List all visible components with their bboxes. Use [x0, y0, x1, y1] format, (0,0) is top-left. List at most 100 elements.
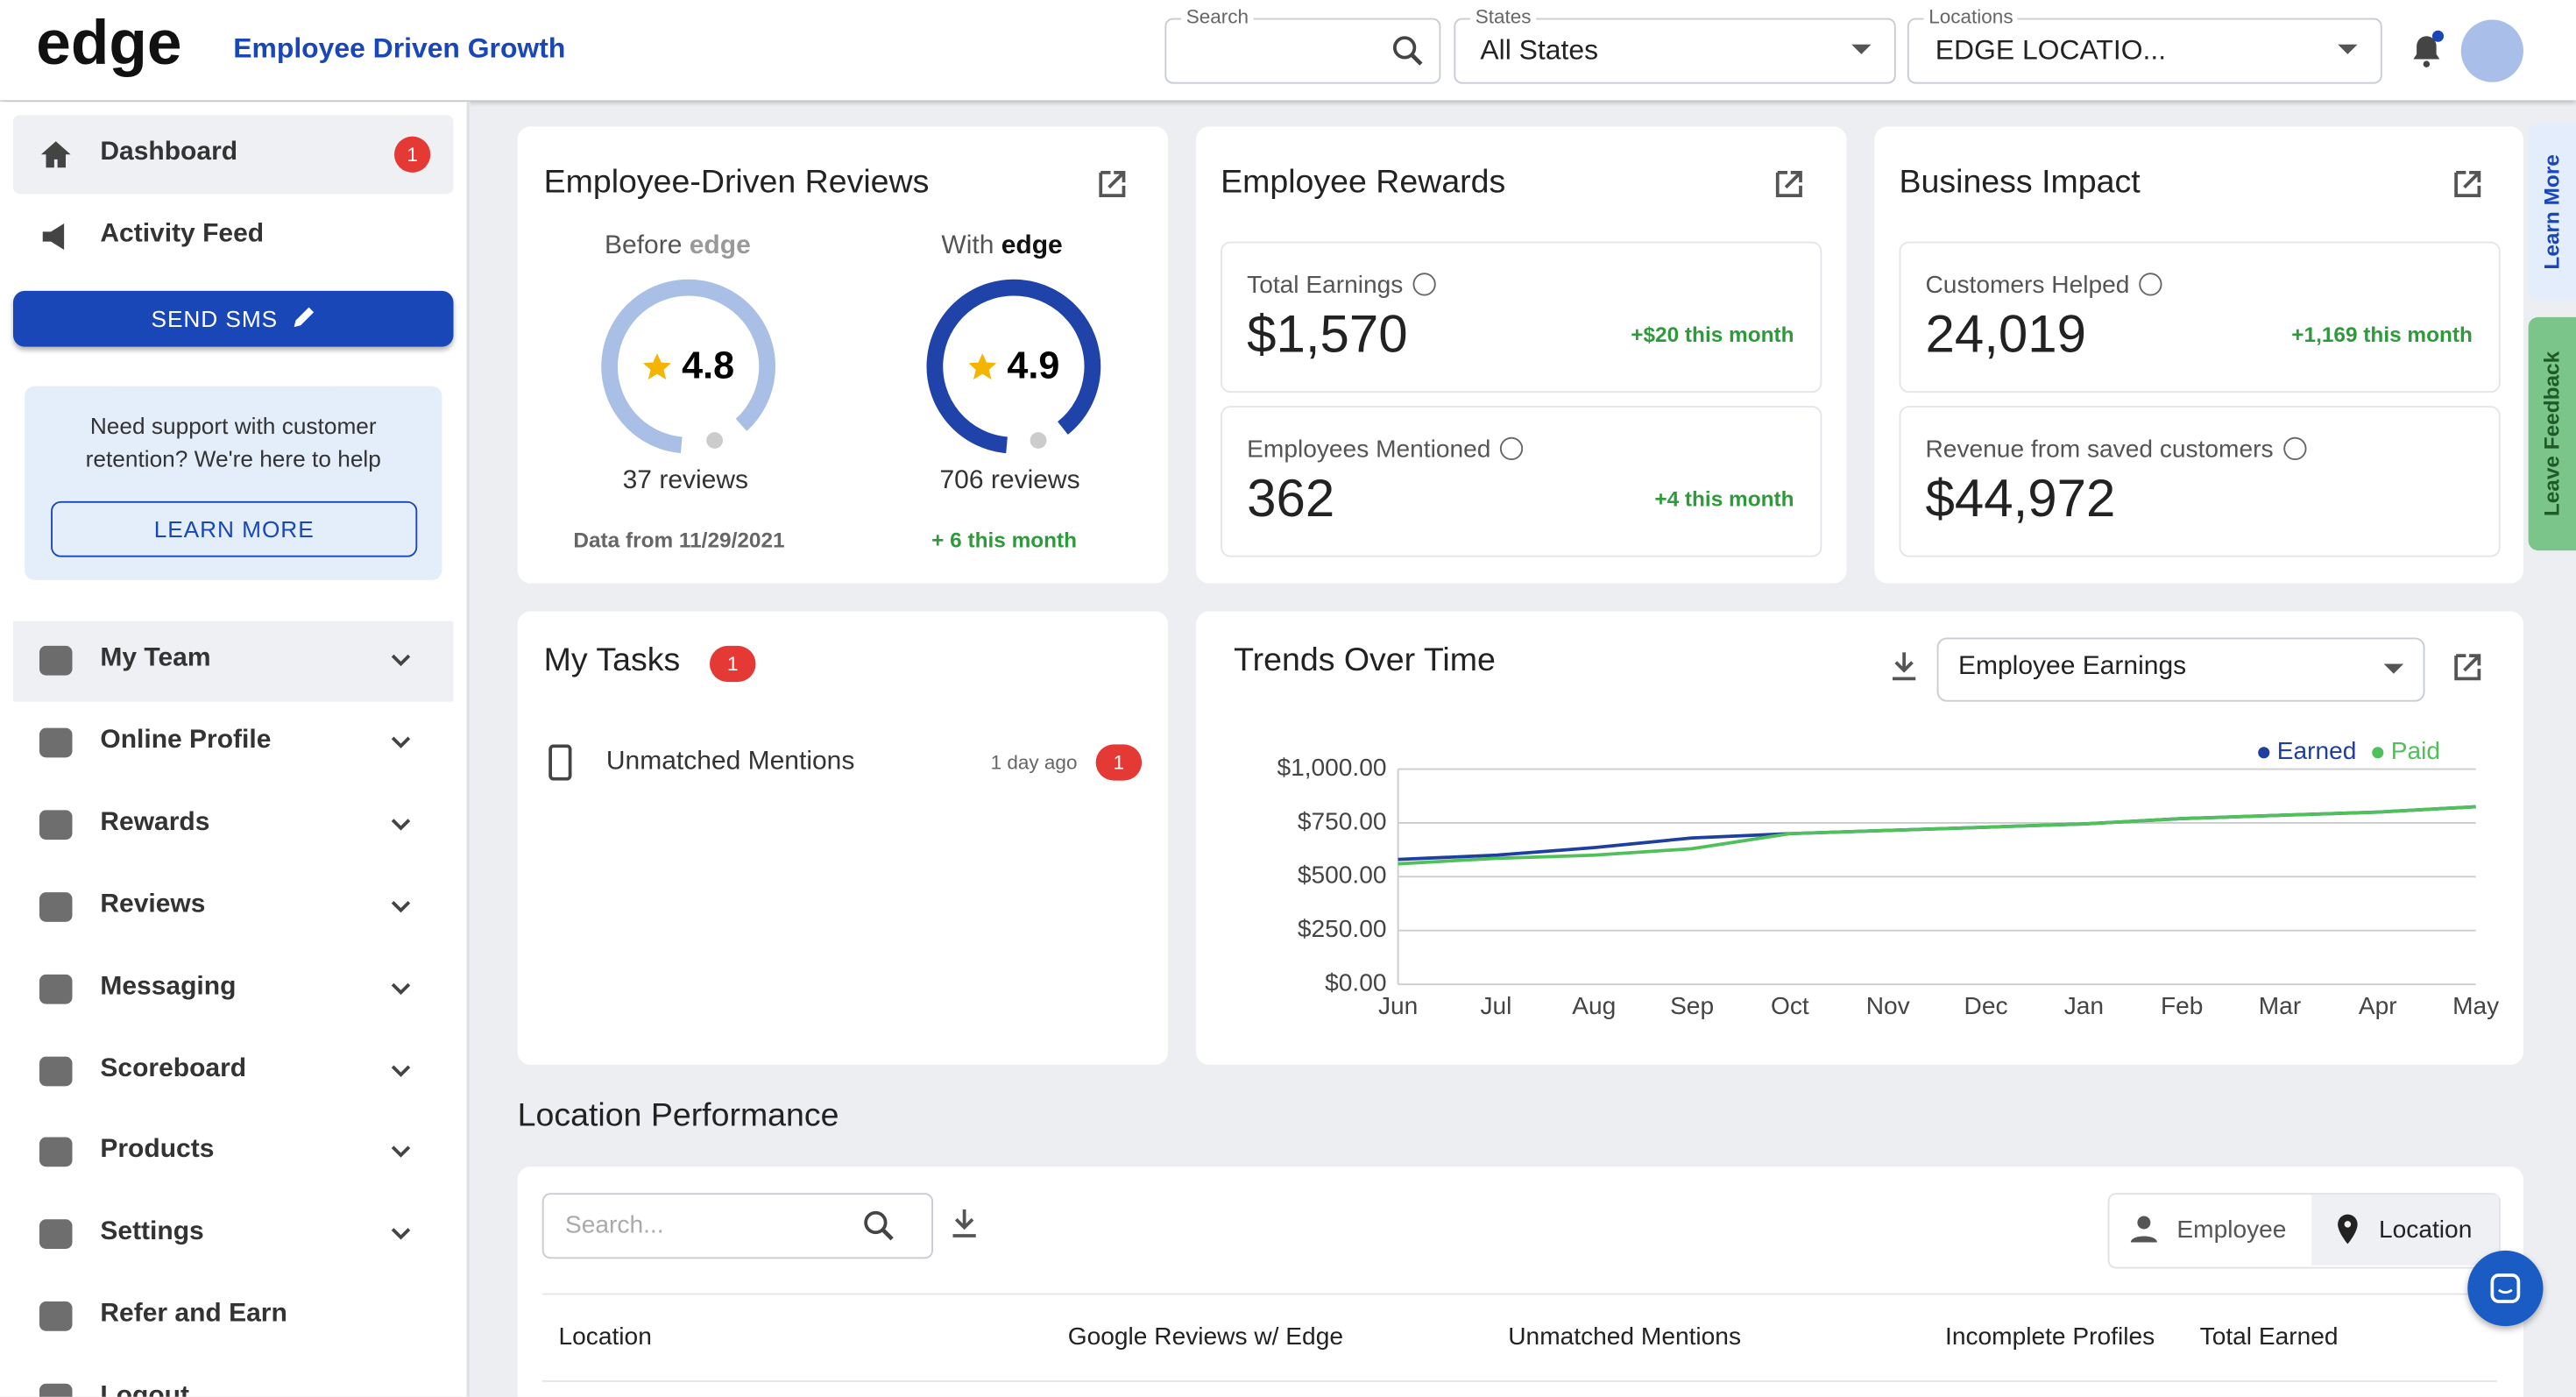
- label: Before: [605, 231, 683, 260]
- toggle-label[interactable]: Employee: [2176, 1216, 2287, 1245]
- open-icon[interactable]: [2452, 167, 2485, 201]
- x-tick-label: Nov: [1866, 992, 1910, 1019]
- nav-label[interactable]: Products: [100, 1136, 215, 1165]
- nav-label[interactable]: Rewards: [100, 808, 210, 836]
- download-icon[interactable]: [1889, 651, 1919, 684]
- stat-delta: +1,169 this month: [2291, 322, 2473, 347]
- star: [643, 353, 671, 380]
- nav-label[interactable]: Logout: [100, 1382, 190, 1397]
- info-icon[interactable]: [2139, 273, 2162, 296]
- nav-label[interactable]: Reviews: [100, 890, 206, 918]
- legend-dot: [2372, 747, 2384, 759]
- y-tick-label: $250.00: [1298, 915, 1387, 942]
- stat-label: Revenue from saved customers: [1925, 435, 2274, 464]
- section-title: Location Performance: [517, 1097, 839, 1134]
- info-icon[interactable]: [1500, 436, 1524, 460]
- column-header[interactable]: Location: [558, 1323, 652, 1351]
- legend-dot: [2258, 747, 2270, 759]
- stat-value: 24,019: [1925, 303, 2087, 364]
- select-value: All States: [1480, 34, 1599, 66]
- send-sms-button[interactable]: [13, 290, 454, 347]
- feedback-tab[interactable]: [2528, 316, 2576, 551]
- chevron[interactable]: [391, 1064, 411, 1077]
- stat-label-row: Customers Helped: [1926, 271, 2162, 299]
- divider: [541, 1380, 2497, 1382]
- chevron[interactable]: [391, 654, 411, 667]
- metric-select[interactable]: [1936, 637, 2425, 702]
- x-tick-label: Sep: [1670, 992, 1714, 1019]
- locations-select[interactable]: [1907, 18, 2382, 84]
- chevron[interactable]: [391, 1146, 411, 1159]
- nav-icon: [39, 1301, 73, 1332]
- chevron[interactable]: [391, 900, 411, 913]
- stat-delta: +$20 this month: [1631, 322, 1794, 347]
- y-tick-label: $750.00: [1298, 807, 1387, 834]
- pin-icon: [2338, 1214, 2358, 1245]
- avatar[interactable]: [2460, 19, 2523, 82]
- dropdown-arrow: [2383, 663, 2404, 674]
- nav-label[interactable]: Online Profile: [100, 726, 272, 755]
- chevron[interactable]: [391, 982, 411, 995]
- download-icon[interactable]: [950, 1208, 980, 1241]
- x-tick-label: Jul: [1480, 992, 1511, 1019]
- nav-label[interactable]: Dashboard: [100, 138, 238, 167]
- nav-icon: [39, 891, 73, 922]
- toggle-label[interactable]: Location: [2379, 1216, 2473, 1245]
- learn-more-tab[interactable]: [2528, 123, 2576, 301]
- chevron[interactable]: [391, 818, 411, 831]
- nav-icon: [39, 1383, 73, 1397]
- series-line: [1398, 805, 2476, 866]
- nav-icon: [39, 809, 73, 840]
- task-label[interactable]: Unmatched Mentions: [605, 748, 855, 776]
- brand: edge: [1001, 231, 1063, 260]
- open-icon[interactable]: [1096, 167, 1129, 201]
- x-tick-label: Aug: [1572, 992, 1616, 1019]
- home-icon: [40, 141, 71, 168]
- column-header[interactable]: Incomplete Profiles: [1945, 1323, 2155, 1351]
- nav-icon: [39, 974, 73, 1003]
- megaphone-icon: [42, 223, 65, 250]
- stat-label: Customers Helped: [1925, 271, 2130, 300]
- nav-label[interactable]: Messaging: [100, 972, 237, 1001]
- gauge-label: Before edge: [605, 231, 751, 261]
- placeholder: Search...: [565, 1210, 664, 1239]
- y-tick-label: $1,000.00: [1277, 754, 1386, 781]
- stat-value: $1,570: [1247, 303, 1408, 364]
- learn-more-button[interactable]: LEARN MORE: [51, 500, 418, 557]
- info-icon[interactable]: [1412, 273, 1436, 296]
- search-icon[interactable]: [1390, 33, 1426, 69]
- nav-label[interactable]: Activity Feed: [100, 220, 265, 249]
- field-label: Locations: [1923, 4, 2019, 28]
- note: + 6 this month: [931, 527, 1078, 552]
- column-header[interactable]: Google Reviews w/ Edge: [1067, 1323, 1343, 1351]
- button-label: SEND SMS: [151, 305, 279, 332]
- nav-label[interactable]: Settings: [100, 1217, 204, 1246]
- info-icon[interactable]: [2282, 436, 2307, 460]
- nav-icon: [39, 645, 73, 676]
- nav-label[interactable]: My Team: [100, 644, 211, 672]
- chevron[interactable]: [391, 1228, 411, 1241]
- tab-label: Learn More: [2538, 154, 2564, 270]
- x-tick-label: Jan: [2064, 992, 2104, 1019]
- states-select[interactable]: [1454, 18, 1896, 84]
- chevron[interactable]: [391, 736, 411, 749]
- open-icon[interactable]: [2452, 651, 2485, 684]
- nav-label[interactable]: Refer and Earn: [100, 1300, 287, 1329]
- open-icon[interactable]: [1773, 167, 1806, 201]
- stat-label-row: Employees Mentioned: [1247, 436, 1524, 464]
- bell-icon[interactable]: [2407, 30, 2446, 69]
- stat-label-row: Revenue from saved customers: [1926, 436, 2307, 464]
- nav-label[interactable]: Scoreboard: [100, 1053, 247, 1082]
- gauges: 4.8 4.9: [601, 279, 1101, 454]
- stat-box: [1899, 406, 2501, 557]
- chat-button[interactable]: [2467, 1250, 2544, 1327]
- x-tick-label: Oct: [1771, 992, 1809, 1019]
- label: With: [941, 231, 994, 260]
- search-icon[interactable]: [861, 1208, 897, 1244]
- nav-item-active[interactable]: [13, 115, 454, 195]
- column-header[interactable]: Total Earned: [2199, 1323, 2339, 1351]
- column-header[interactable]: Unmatched Mentions: [1508, 1323, 1742, 1351]
- logo[interactable]: edge: [36, 10, 182, 79]
